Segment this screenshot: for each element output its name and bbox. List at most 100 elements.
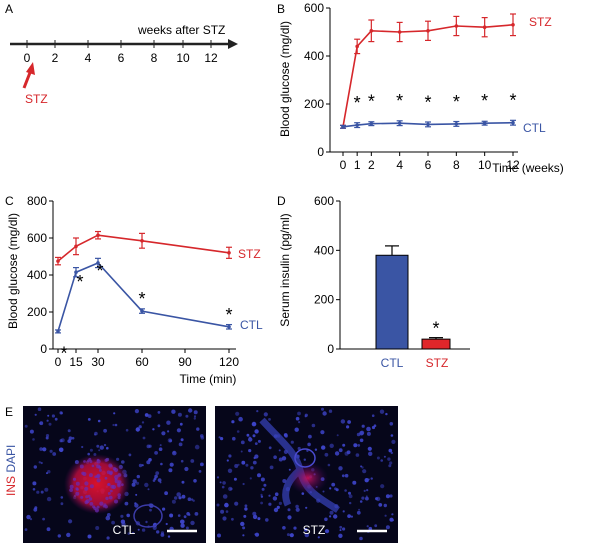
nucleus xyxy=(274,492,279,497)
timeline-tick-label: 12 xyxy=(204,51,218,65)
nucleus xyxy=(145,520,148,524)
nucleus xyxy=(391,513,394,516)
nucleus xyxy=(179,422,183,426)
chart-b-legend-stz: STZ xyxy=(529,15,552,29)
nucleus xyxy=(156,530,160,534)
nucleus xyxy=(353,443,358,448)
nucleus xyxy=(246,433,250,437)
nucleus xyxy=(295,507,300,512)
nucleus xyxy=(254,532,260,537)
chart-b-xlabel: Time (weeks) xyxy=(492,161,564,175)
nucleus xyxy=(314,448,318,451)
nucleus xyxy=(34,413,37,416)
islet-stz xyxy=(288,462,328,494)
panel-label-e: E xyxy=(5,405,13,419)
nucleus xyxy=(317,536,320,539)
islet-nucleus xyxy=(76,488,79,491)
nucleus xyxy=(217,533,221,538)
nucleus xyxy=(159,481,162,484)
nucleus xyxy=(198,470,202,473)
nucleus xyxy=(171,409,176,414)
nucleus xyxy=(268,418,271,421)
C-significance-star: * xyxy=(225,305,232,325)
islet-nucleus xyxy=(69,488,73,492)
nucleus xyxy=(242,526,246,530)
nucleus xyxy=(257,517,261,521)
islet-nucleus xyxy=(80,495,84,499)
nucleus xyxy=(121,460,125,464)
nucleus xyxy=(254,454,259,459)
nucleus xyxy=(238,416,243,422)
nucleus xyxy=(334,487,337,491)
nucleus xyxy=(196,427,200,431)
timeline-label: weeks after STZ xyxy=(137,23,225,37)
islet-nucleus xyxy=(94,508,99,513)
nucleus xyxy=(225,510,229,513)
data-point xyxy=(369,29,374,33)
islet-nucleus xyxy=(99,501,104,506)
nucleus xyxy=(152,479,156,482)
nucleus xyxy=(161,431,166,436)
chart-b-legend-ctl: CTL xyxy=(523,121,546,135)
islet-nucleus xyxy=(96,478,101,483)
islet-nucleus xyxy=(104,458,108,462)
B-x-tick-label: 6 xyxy=(425,158,432,172)
nucleus xyxy=(160,533,165,537)
data-point xyxy=(397,121,402,125)
C-x-tick-label: 90 xyxy=(178,355,192,369)
nucleus xyxy=(391,439,396,444)
B-y-tick-label: 600 xyxy=(304,1,324,15)
nucleus xyxy=(112,423,115,427)
nucleus xyxy=(260,493,263,496)
nucleus xyxy=(244,504,248,508)
islet-nucleus xyxy=(117,473,122,477)
nucleus xyxy=(138,425,142,429)
data-point xyxy=(355,44,359,49)
nucleus xyxy=(295,504,299,509)
nucleus xyxy=(183,515,187,519)
nucleus xyxy=(89,448,93,452)
data-point xyxy=(482,121,487,125)
nucleus xyxy=(127,532,131,535)
data-point xyxy=(227,325,231,329)
micrograph-ctl: CTL xyxy=(23,406,206,543)
nucleus xyxy=(29,518,33,521)
nucleus xyxy=(327,463,331,467)
islet-nucleus xyxy=(112,467,117,471)
chart-c-glucose-tolerance: 0 200 400 600 800 0 15 30 60 90 120 * * * * * Time (mi… xyxy=(6,194,263,386)
islet-nucleus xyxy=(117,480,122,484)
nucleus xyxy=(40,490,44,494)
chart-d-ylabel: Serum insulin (pg/ml) xyxy=(278,213,292,326)
nucleus xyxy=(68,519,73,524)
nucleus xyxy=(157,424,161,428)
nucleus xyxy=(32,481,37,486)
D-significance-star: * xyxy=(432,319,439,339)
B-x-tick-label: 2 xyxy=(368,158,375,172)
timeline-tick-label: 0 xyxy=(24,51,31,65)
nucleus xyxy=(328,409,333,413)
nucleus xyxy=(216,476,220,479)
nucleus xyxy=(95,526,100,530)
data-point xyxy=(96,233,100,238)
nucleus xyxy=(167,535,171,538)
nucleus xyxy=(131,531,135,535)
nucleus xyxy=(244,507,248,511)
nucleus xyxy=(380,459,384,462)
nucleus xyxy=(250,466,254,470)
nucleus xyxy=(324,452,329,457)
micrograph-panel: INS DAPI CTL STZ xyxy=(4,406,398,543)
nucleus xyxy=(229,487,233,491)
C-x-tick-label: 60 xyxy=(135,355,149,369)
nucleus xyxy=(141,528,146,532)
nucleus xyxy=(272,496,278,501)
C-point-ctl xyxy=(226,323,232,330)
nucleus xyxy=(45,434,50,438)
nucleus xyxy=(256,410,259,413)
nucleus xyxy=(125,428,129,432)
nucleus xyxy=(248,449,252,453)
timeline-tick-label: 2 xyxy=(52,51,59,65)
nucleus xyxy=(228,454,232,458)
nucleus xyxy=(220,437,224,441)
nucleus xyxy=(222,481,226,485)
nucleus xyxy=(367,446,372,451)
